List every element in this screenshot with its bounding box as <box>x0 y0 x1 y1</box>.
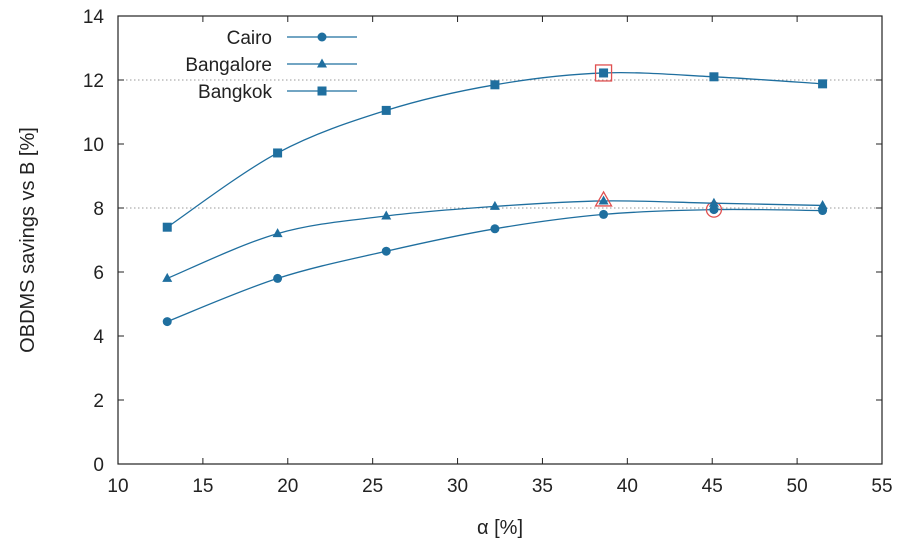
data-point-cairo <box>273 273 283 283</box>
data-point-cairo <box>709 205 719 215</box>
legend-label-cairo: Cairo <box>227 28 272 49</box>
y-tick-label: 14 <box>83 7 105 28</box>
y-axis-title: OBDMS savings vs B [%] <box>17 127 39 353</box>
legend-marker-bangalore <box>317 58 327 68</box>
data-point-bangkok <box>490 80 500 90</box>
legend-label-bangkok: Bangkok <box>198 82 272 103</box>
x-tick-label: 45 <box>702 476 723 497</box>
series-bangkok <box>162 64 828 232</box>
data-point-cairo <box>490 224 500 234</box>
data-point-bangalore <box>381 210 392 220</box>
x-tick-label: 40 <box>617 476 638 497</box>
legend-item-cairo: Cairo <box>227 28 357 49</box>
data-point-cairo <box>599 209 609 219</box>
plot-frame <box>117 15 883 465</box>
legend-marker-cairo <box>317 32 327 42</box>
x-tick-label: 20 <box>277 476 298 497</box>
data-point-bangkok <box>273 148 283 158</box>
data-point-bangkok <box>818 79 828 89</box>
series-bangalore <box>162 190 828 282</box>
y-tick-label: 0 <box>93 455 104 476</box>
data-point-bangkok <box>381 105 391 115</box>
series-cairo <box>162 201 828 327</box>
data-point-bangkok <box>709 72 719 82</box>
y-tick-label: 4 <box>93 327 104 348</box>
data-point-bangalore <box>489 200 500 210</box>
y-tick-label: 12 <box>83 71 104 92</box>
data-point-cairo <box>162 317 172 327</box>
x-tick-label: 35 <box>532 476 553 497</box>
y-tick-label: 10 <box>83 135 104 156</box>
x-axis-title: α [%] <box>477 517 523 539</box>
highlight-marker-bangalore <box>594 190 613 207</box>
x-tick-label: 25 <box>362 476 383 497</box>
data-point-bangalore <box>598 195 609 205</box>
x-tick-label: 30 <box>447 476 468 497</box>
data-point-bangkok <box>162 222 172 232</box>
axis-ticks: 10 15 20 25 30 35 40 45 50 55 0 2 4 6 8 10 12 14 <box>83 7 893 497</box>
x-tick-label: 15 <box>192 476 213 497</box>
series-layer <box>162 64 828 327</box>
legend-marker-bangkok <box>317 86 327 96</box>
legend: Cairo Bangalore Bangkok <box>185 28 357 103</box>
data-point-bangalore <box>708 197 719 207</box>
data-point-bangkok <box>599 68 609 78</box>
legend-item-bangkok: Bangkok <box>198 82 357 103</box>
legend-item-bangalore: Bangalore <box>185 55 357 76</box>
data-point-bangalore <box>272 228 283 238</box>
x-tick-label: 55 <box>871 476 892 497</box>
x-tick-label: 50 <box>787 476 808 497</box>
x-tick-label: 10 <box>107 476 128 497</box>
y-tick-label: 6 <box>93 263 104 284</box>
highlight-marker-bangkok <box>594 64 613 82</box>
legend-label-bangalore: Bangalore <box>185 55 272 76</box>
y-tick-label: 2 <box>93 391 104 412</box>
grid-lines <box>118 79 882 209</box>
data-point-bangalore <box>162 272 173 282</box>
y-tick-label: 8 <box>93 199 104 220</box>
data-point-bangalore <box>817 199 828 209</box>
series-line-bangalore <box>166 200 823 280</box>
data-point-cairo <box>381 246 391 256</box>
